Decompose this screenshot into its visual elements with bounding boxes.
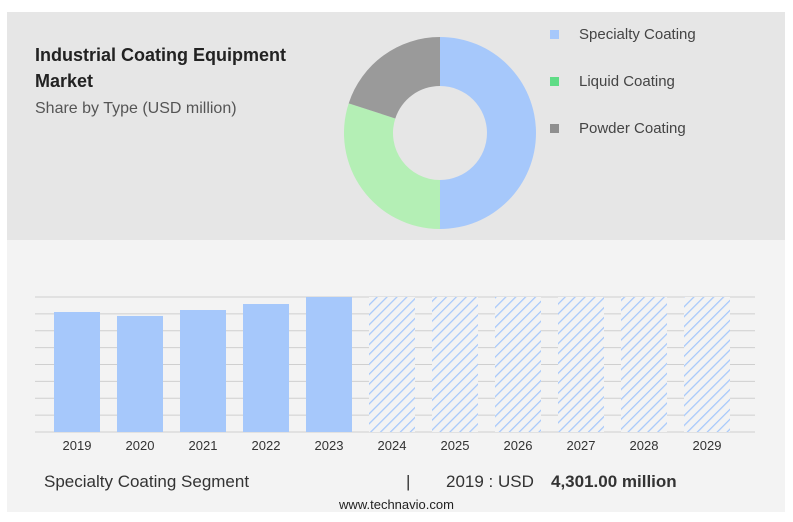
separator: | xyxy=(406,472,411,491)
donut-slice-powder-coating xyxy=(348,37,440,119)
chart-subtitle: Share by Type (USD million) xyxy=(35,100,237,117)
bar-2020 xyxy=(117,315,163,432)
legend-swatch xyxy=(550,77,559,86)
x-tick-label: 2029 xyxy=(693,438,722,453)
legend-item-specialty: Specialty Coating xyxy=(550,26,696,43)
forecast-bar-2029 xyxy=(684,297,730,432)
x-tick-label: 2021 xyxy=(189,438,218,453)
bar-2022 xyxy=(243,304,289,432)
forecast-bar-2026 xyxy=(495,297,541,432)
bar-2019 xyxy=(54,312,100,432)
x-tick-label: 2022 xyxy=(252,438,281,453)
x-tick-label: 2023 xyxy=(315,438,344,453)
segment-value: 4,301.00 million xyxy=(551,472,677,491)
forecast-bar-2025 xyxy=(432,297,478,432)
legend-swatch xyxy=(550,124,559,133)
bar-2021 xyxy=(180,310,226,432)
legend-label: Liquid Coating xyxy=(579,73,675,90)
forecast-bar-2028 xyxy=(621,297,667,432)
x-tick-label: 2028 xyxy=(630,438,659,453)
x-tick-label: 2026 xyxy=(504,438,533,453)
legend-label: Powder Coating xyxy=(579,120,686,137)
chart-title: Industrial Coating Equipment Market xyxy=(35,45,286,91)
year-label: 2019 : USD xyxy=(446,472,534,491)
donut-slice-specialty-coating xyxy=(440,37,536,229)
bar-2023 xyxy=(306,297,352,432)
segment-label: Specialty Coating Segment xyxy=(44,472,250,491)
x-tick-label: 2020 xyxy=(126,438,155,453)
x-tick-label: 2024 xyxy=(378,438,407,453)
legend-item-liquid: Liquid Coating xyxy=(550,73,675,90)
x-tick-label: 2025 xyxy=(441,438,470,453)
donut-slice-liquid-coating xyxy=(343,103,440,229)
source-url: www.technavio.com xyxy=(339,497,454,512)
legend-item-powder: Powder Coating xyxy=(550,120,686,137)
x-tick-label: 2019 xyxy=(63,438,92,453)
forecast-bar-2027 xyxy=(558,297,604,432)
forecast-bar-2024 xyxy=(369,297,415,432)
legend-label: Specialty Coating xyxy=(579,26,696,43)
x-tick-label: 2027 xyxy=(567,438,596,453)
legend-swatch xyxy=(550,30,559,39)
